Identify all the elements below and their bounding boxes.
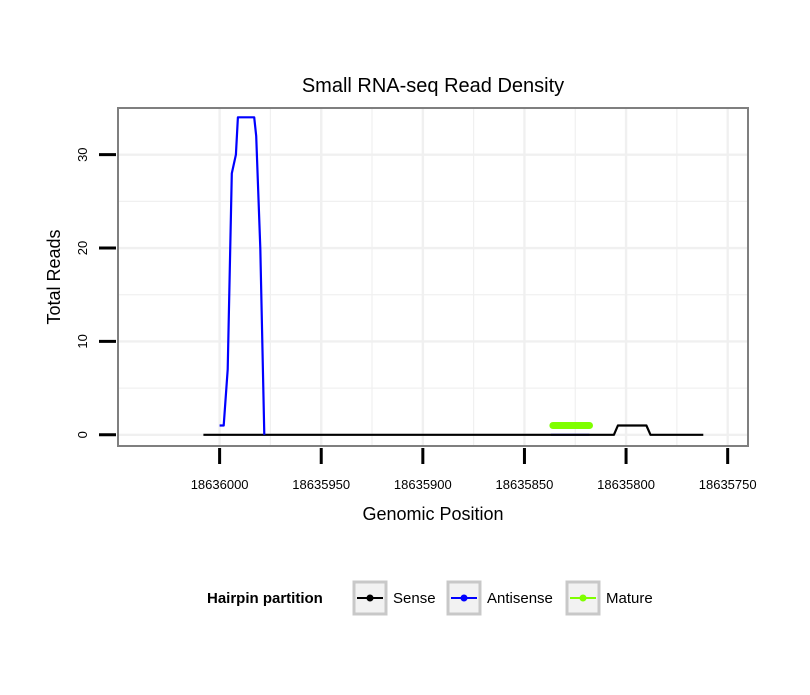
series-layer	[203, 116, 704, 436]
legend-entry-label: Sense	[393, 590, 436, 607]
legend-entry-label: Antisense	[487, 590, 553, 607]
series-sense-line	[203, 424, 704, 436]
grid-lines	[119, 109, 747, 445]
x-tick-label: 18635850	[496, 477, 554, 492]
legend-entry-label: Mature	[606, 590, 653, 607]
legend-key-point	[460, 594, 468, 602]
y-axis-label: Total Reads	[44, 229, 64, 324]
axes: 18636000 18635950 18635900 18635850 18635800…	[75, 147, 757, 492]
plot-panel	[117, 107, 749, 447]
y-tick-label: 30	[75, 147, 90, 161]
legend-entries: Sense Antisense Mature	[352, 580, 653, 616]
legend: Hairpin partition Sense Antisense Mature	[207, 580, 653, 616]
legend-title: Hairpin partition	[207, 590, 323, 607]
x-axis-label: Genomic Position	[362, 504, 503, 524]
y-tick-label: 10	[75, 334, 90, 348]
x-tick-label: 18635800	[597, 477, 655, 492]
legend-key-point	[366, 594, 374, 602]
x-tick-label: 18635950	[292, 477, 350, 492]
y-tick-label: 0	[75, 431, 90, 438]
x-tick-label: 18636000	[191, 477, 249, 492]
x-tick-label: 18635900	[394, 477, 452, 492]
legend-key-point	[579, 594, 587, 602]
x-tick-label: 18635750	[699, 477, 757, 492]
series-antisense-line	[219, 116, 266, 435]
y-tick-label: 20	[75, 241, 90, 255]
chart-title: Small RNA-seq Read Density	[302, 75, 564, 97]
